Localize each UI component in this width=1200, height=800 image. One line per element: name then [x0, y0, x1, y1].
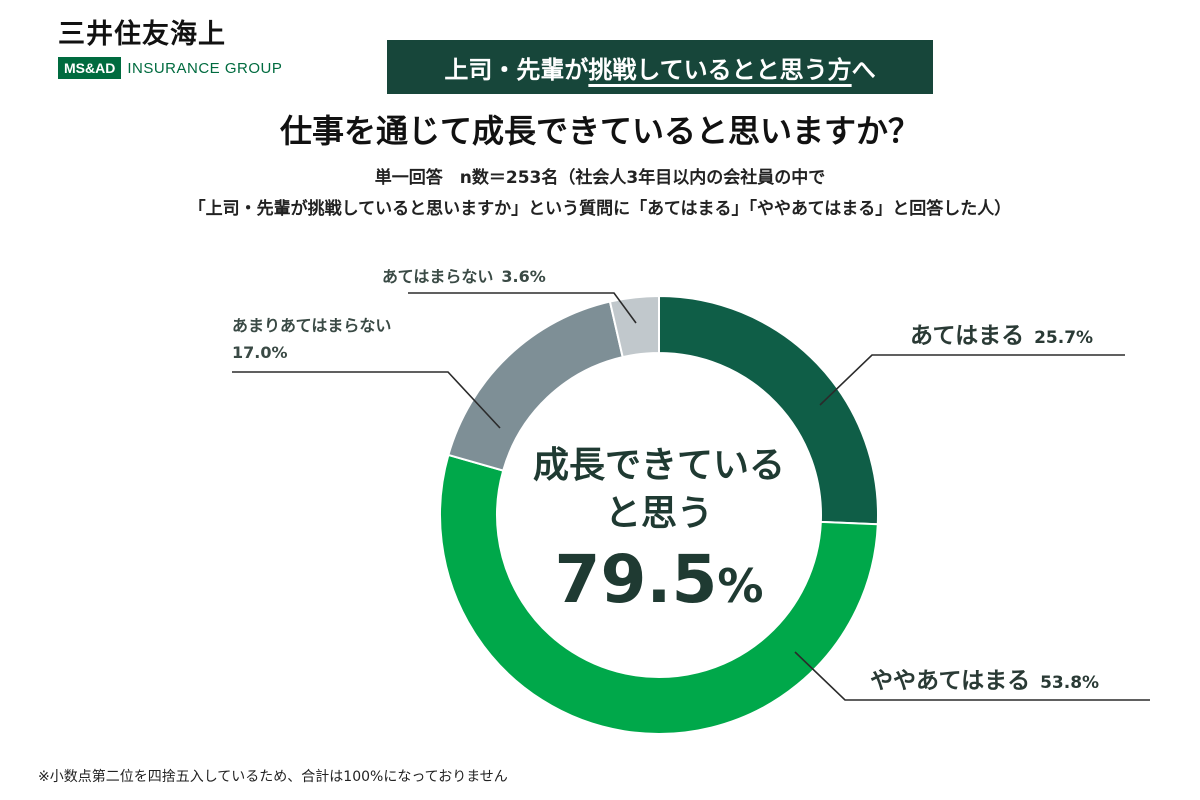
center-total-unit: % [717, 559, 763, 613]
label-atehamaru: あてはまる 25.7% [910, 323, 1093, 349]
label-yaya-atehamaru-value: 53.8% [1040, 673, 1099, 693]
label-atehamaru-value: 25.7% [1034, 328, 1093, 348]
target-audience-banner: 上司・先輩が 挑戦しているとと思う方へ [387, 40, 933, 94]
leader-lines [232, 292, 1150, 701]
leader-line-atehamaranai [408, 292, 637, 324]
footnote: ※小数点第二位を四捨五入しているため、合計は100%になっておりません [38, 769, 508, 785]
donut-slices [439, 294, 879, 735]
label-amari-atehamaranai-name: あまりあてはまらない [232, 316, 391, 335]
company-logo-english: MS&AD INSURANCE GROUP [58, 57, 282, 79]
leader-line-amari-atehamaranai [232, 371, 501, 429]
center-total-value: 79.5% [555, 541, 764, 618]
leader-line-yaya-atehamaru [794, 651, 1150, 701]
label-atehamaranai: あてはまらない 3.6% [382, 267, 546, 286]
label-yaya-atehamaru: ややあてはまる 53.8% [870, 668, 1099, 694]
slice-atehamaranai [608, 294, 660, 359]
center-label-line2: と思う [605, 493, 713, 534]
leader-line-atehamaru [819, 354, 1125, 406]
banner-text-post: へ [851, 55, 876, 84]
banner-text-pre: 上司・先輩が [444, 55, 589, 84]
logo-insurance-group: INSURANCE GROUP [127, 59, 283, 77]
label-yaya-atehamaru-name: ややあてはまる [870, 668, 1030, 694]
slice-yaya-atehamaru [439, 453, 879, 735]
survey-method-line: 単一回答 n数＝253名（社会人3年目以内の会社員の中で [374, 168, 826, 188]
label-atehamaru-name: あてはまる [910, 323, 1024, 349]
label-atehamaranai-name: あてはまらない [382, 267, 493, 286]
survey-question-title: 仕事を通じて成長できていると思いますか？ [279, 112, 920, 150]
center-label-line1: 成長できている [533, 445, 785, 486]
logo-ms-ad-badge: MS&AD [58, 57, 122, 79]
survey-condition-line: 「上司・先輩が挑戦していると思いますか」という質問に「あてはまる」「ややあてはま… [188, 199, 1012, 219]
slice-atehamaru [658, 294, 879, 526]
company-logo-japanese: 三井住友海上 [58, 19, 226, 50]
center-total-number: 79.5 [555, 541, 718, 618]
banner-text-highlight: 挑戦しているとと思う方 [588, 55, 852, 84]
label-amari-atehamaranai-value: 17.0% [232, 343, 288, 362]
label-atehamaranai-value: 3.6% [501, 267, 545, 286]
